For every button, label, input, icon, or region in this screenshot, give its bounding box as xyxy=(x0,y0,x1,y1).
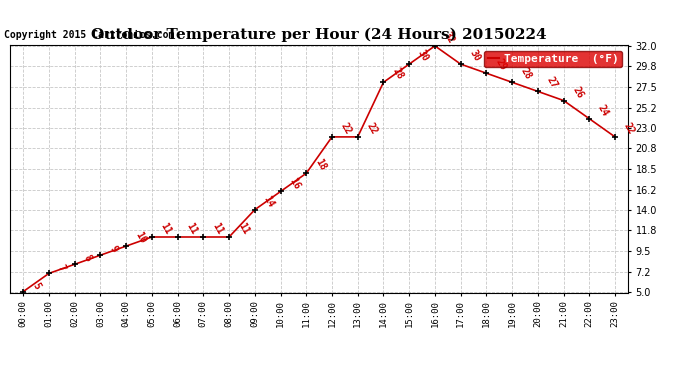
Text: 10: 10 xyxy=(133,230,148,245)
Text: 26: 26 xyxy=(571,84,585,100)
Text: 30: 30 xyxy=(416,48,431,63)
Text: 29: 29 xyxy=(493,57,508,72)
Text: 22: 22 xyxy=(622,121,636,136)
Text: 24: 24 xyxy=(596,103,611,118)
Text: 28: 28 xyxy=(391,66,405,81)
Text: 16: 16 xyxy=(288,176,302,191)
Text: Copyright 2015 Cartronics.com: Copyright 2015 Cartronics.com xyxy=(4,30,175,40)
Text: 22: 22 xyxy=(339,121,353,136)
Text: 22: 22 xyxy=(365,121,380,136)
Legend: Temperature  (°F): Temperature (°F) xyxy=(484,51,622,67)
Text: 27: 27 xyxy=(545,75,560,91)
Text: 18: 18 xyxy=(313,158,328,172)
Text: 30: 30 xyxy=(468,48,482,63)
Text: 11: 11 xyxy=(210,221,225,236)
Text: 11: 11 xyxy=(184,221,199,236)
Text: 32: 32 xyxy=(442,30,456,45)
Text: 14: 14 xyxy=(262,194,276,209)
Text: 28: 28 xyxy=(519,66,533,81)
Title: Outdoor Temperature per Hour (24 Hours) 20150224: Outdoor Temperature per Hour (24 Hours) … xyxy=(91,28,547,42)
Text: 8: 8 xyxy=(81,254,93,264)
Text: 7: 7 xyxy=(56,262,68,273)
Text: 5: 5 xyxy=(30,281,42,291)
Text: 11: 11 xyxy=(236,221,250,236)
Text: 9: 9 xyxy=(108,244,119,254)
Text: 11: 11 xyxy=(159,221,173,236)
